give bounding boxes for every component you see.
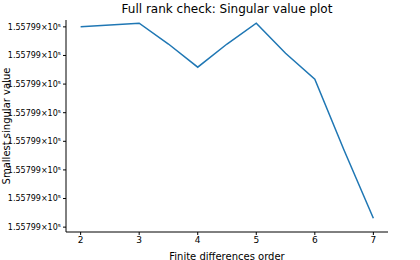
svg-text:1.55799×10⁵: 1.55799×10⁵ bbox=[8, 166, 61, 175]
svg-text:1.55799×10⁵: 1.55799×10⁵ bbox=[8, 194, 61, 203]
html-text:Smallest singular value: Smallest singular value bbox=[0, 67, 12, 185]
svg-text:5: 5 bbox=[253, 235, 259, 245]
svg-text:2: 2 bbox=[78, 235, 84, 245]
svg-text:1.55799×10⁵: 1.55799×10⁵ bbox=[8, 51, 61, 60]
svg-text:3: 3 bbox=[136, 235, 142, 245]
html-text:Full rank check: Singular valu: Full rank check: Singular value plot bbox=[121, 2, 333, 16]
svg-text:4: 4 bbox=[195, 235, 201, 245]
svg-text:1.55799×10⁵: 1.55799×10⁵ bbox=[8, 80, 61, 89]
svg-text:1.55799×10⁵: 1.55799×10⁵ bbox=[8, 137, 61, 146]
svg-text:1.55799×10⁵: 1.55799×10⁵ bbox=[8, 23, 61, 32]
svg-text:1.55799×10⁵: 1.55799×10⁵ bbox=[8, 109, 61, 118]
svg-text:Finite differences order: Finite differences order bbox=[169, 251, 285, 260]
svg-text:7: 7 bbox=[370, 235, 376, 245]
svg-text:6: 6 bbox=[312, 235, 318, 245]
svg-text:1.55799×10⁵: 1.55799×10⁵ bbox=[8, 223, 61, 232]
